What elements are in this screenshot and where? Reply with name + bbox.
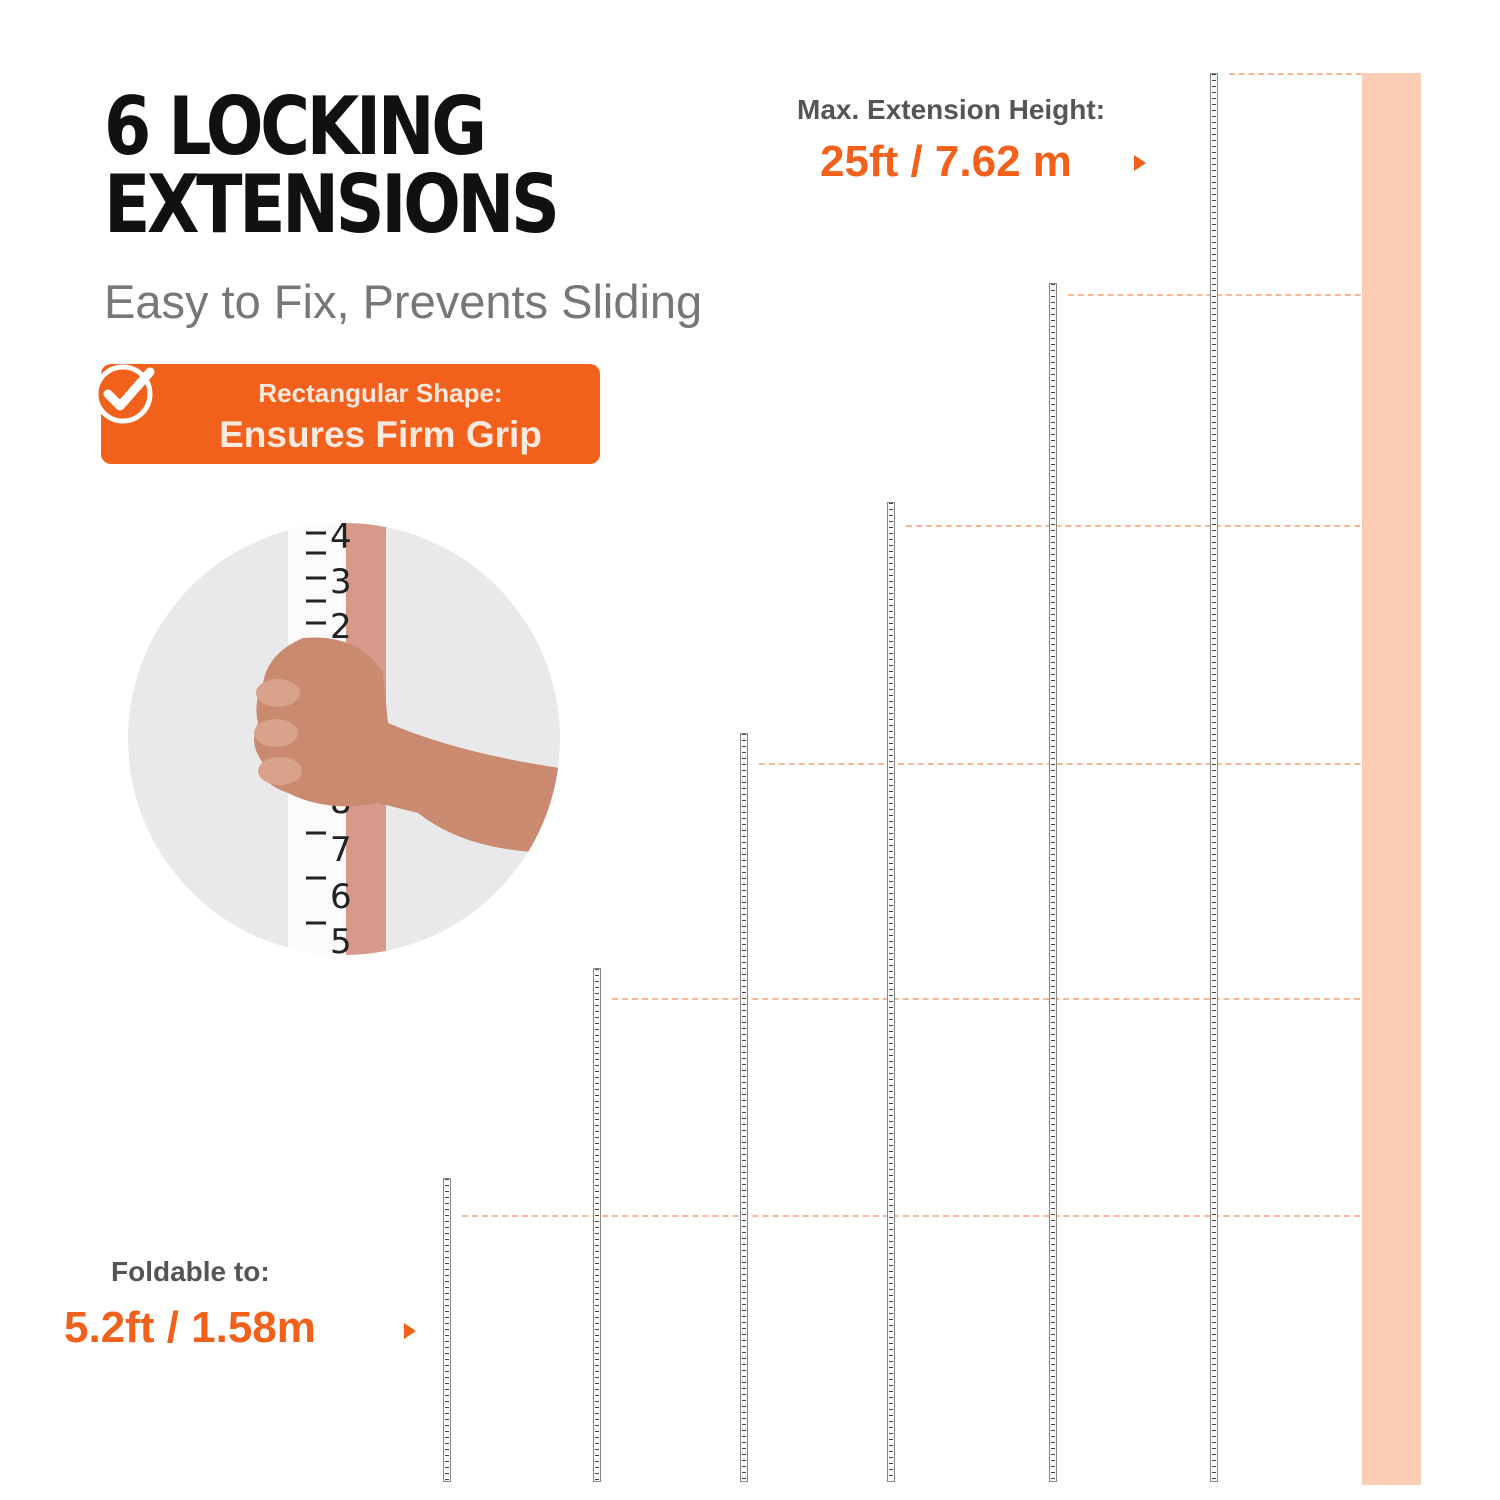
max-extension-label: Max. Extension Height: — [797, 94, 1106, 125]
arrow-right-icon — [1134, 155, 1146, 171]
svg-text:2: 2 — [330, 607, 352, 647]
subtitle: Easy to Fix, Prevents Sliding — [104, 275, 703, 328]
level-dashed-line — [462, 1215, 1420, 1217]
leveling-rod-pole — [1049, 283, 1057, 1482]
headline-line-1: 6 LOCKING — [104, 80, 487, 173]
foldable-label: Foldable to: — [111, 1256, 270, 1287]
headline-line-2: EXTENSIONS — [104, 158, 560, 251]
svg-text:4: 4 — [330, 523, 352, 557]
leveling-rod-pole — [1210, 73, 1218, 1482]
max-extension-value: 25ft / 7.62 m — [820, 137, 1072, 186]
svg-text:3: 3 — [330, 562, 352, 602]
level-dashed-line — [759, 763, 1420, 765]
grip-closeup-photo: 432 398 765 — [128, 523, 560, 955]
headline: 6 LOCKING EXTENSIONS — [104, 80, 560, 251]
svg-text:6: 6 — [330, 877, 352, 917]
badge-line-2: Ensures Firm Grip — [219, 414, 542, 455]
badge-line-1: Rectangular Shape: — [258, 378, 503, 408]
leveling-rod-pole — [887, 502, 895, 1482]
level-dashed-line — [1229, 73, 1420, 75]
height-band — [1362, 73, 1421, 1485]
check-circle-icon — [93, 364, 155, 424]
level-dashed-line — [612, 998, 1420, 1000]
feature-badge: Rectangular Shape: Ensures Firm Grip — [101, 364, 600, 464]
leveling-rod-pole — [443, 1178, 451, 1482]
level-dashed-line — [906, 525, 1420, 527]
arrow-right-icon — [404, 1323, 416, 1339]
level-dashed-line — [1068, 294, 1420, 296]
leveling-rod-pole — [740, 733, 748, 1482]
svg-text:5: 5 — [330, 922, 352, 955]
foldable-value: 5.2ft / 1.58m — [64, 1303, 316, 1352]
svg-text:7: 7 — [330, 830, 352, 870]
leveling-rod-pole — [593, 968, 601, 1482]
